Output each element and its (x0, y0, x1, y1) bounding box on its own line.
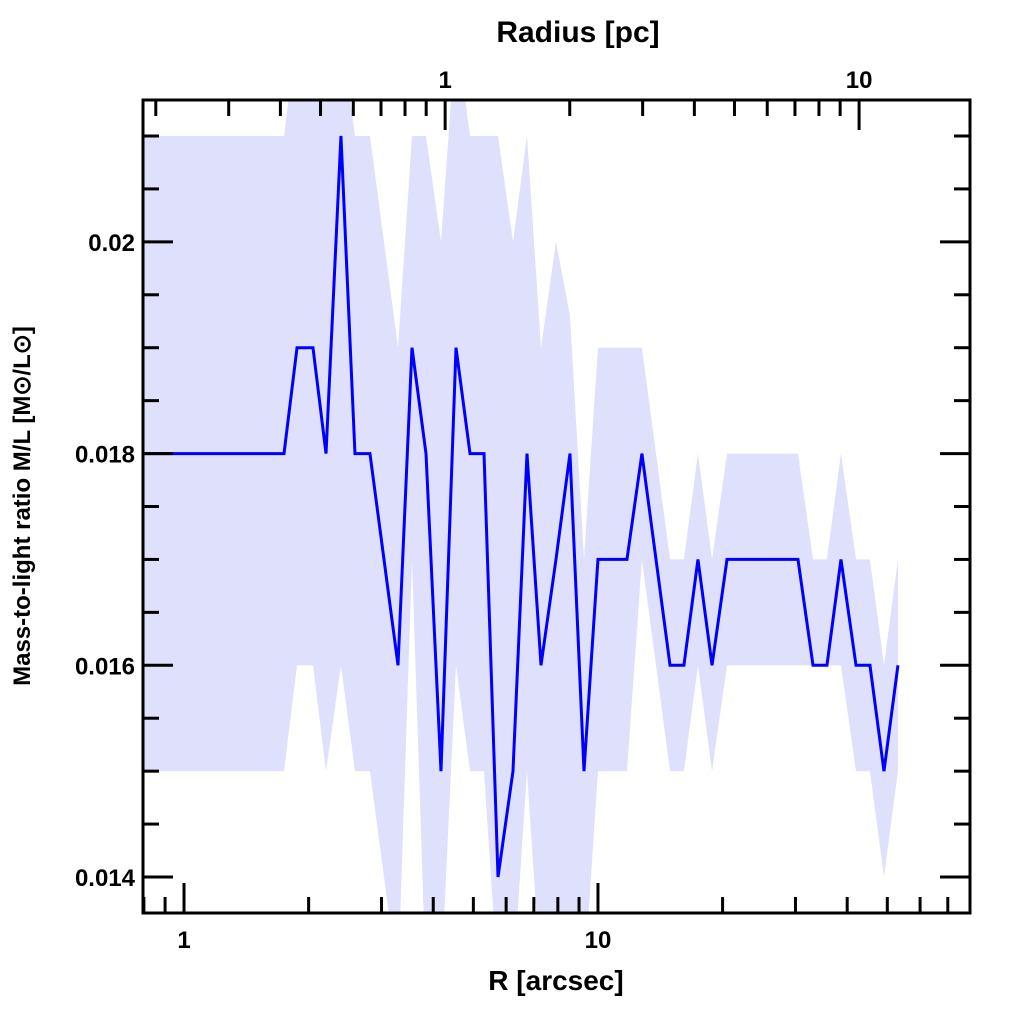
top-tick-label-1: 1 (438, 67, 451, 94)
axis-ticks (142, 100, 970, 913)
y-tick-label-0.016: 0.016 (75, 653, 135, 680)
y-tick-label-0.018: 0.018 (75, 442, 135, 469)
y-tick-label-0.02: 0.02 (88, 230, 135, 257)
y-tick-label-0.014: 0.014 (75, 865, 136, 892)
data-line-layer (143, 135, 900, 878)
y-axis-title: Mass-to-light ratio M/L [M⊙/L⊙] (9, 326, 36, 686)
tick-labels: 1 10 1 10 0.014 0.016 0.018 0.02 (75, 67, 872, 954)
x-tick-label-10: 10 (585, 927, 612, 954)
uncertainty-band-layer (143, 100, 898, 913)
x-tick-label-1: 1 (177, 927, 190, 954)
x-axis-title: R [arcsec] (488, 965, 623, 996)
top-tick-label-10: 10 (846, 67, 873, 94)
top-axis-title: Radius [pc] (496, 16, 659, 49)
uncertainty-band (143, 100, 898, 913)
